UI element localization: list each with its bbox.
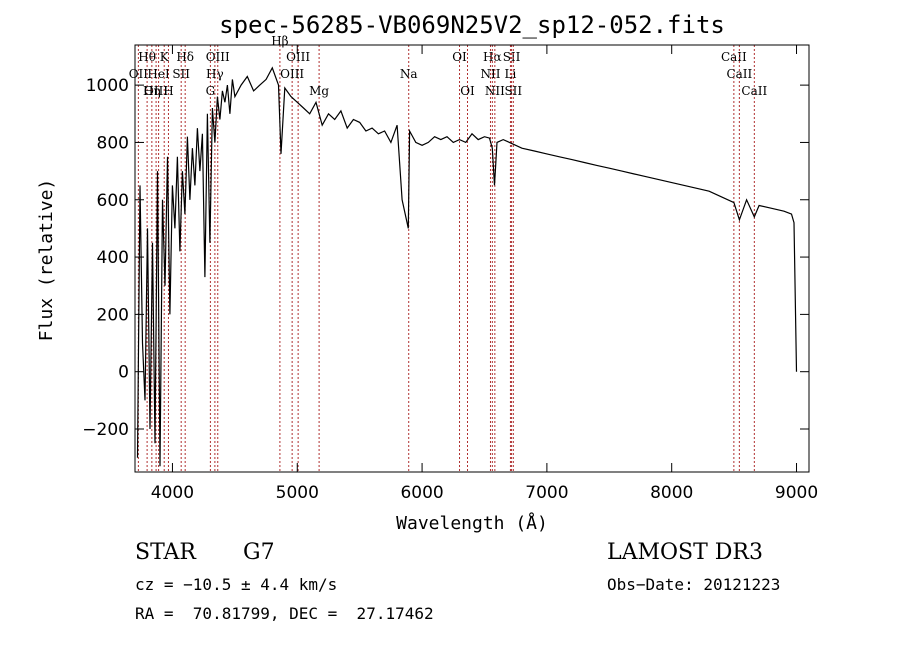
- spectral-line-label: Hβ: [271, 34, 288, 48]
- x-tick-label: 8000: [650, 483, 693, 503]
- spectral-line-label: CaII: [721, 50, 747, 64]
- spectral-line-label: SII: [504, 84, 522, 98]
- y-tick-label: 600: [97, 191, 129, 211]
- chart-title: spec-56285-VB069N25V2_sp12-052.fits: [219, 11, 725, 39]
- observation-date: Obs−Date: 20121223: [607, 575, 781, 594]
- coordinates: RA = 70.81799, DEC = 27.17462: [135, 604, 434, 623]
- y-tick-label: 400: [97, 248, 129, 268]
- spectral-line-label: OI: [460, 84, 475, 98]
- spectral-line-label: CaII: [726, 67, 752, 81]
- spectral-line-label: OII: [129, 67, 149, 81]
- spectral-line-label: NII: [480, 67, 500, 81]
- spectral-line-label: OIII: [286, 50, 310, 64]
- plot-frame: [134, 44, 810, 473]
- y-axis-title: Flux (relative): [36, 179, 57, 342]
- x-tick-label: 5000: [276, 483, 319, 503]
- object-class: STAR: [135, 540, 196, 565]
- spectral-line-label: OIII: [280, 67, 304, 81]
- spectral-line-label: HeI: [147, 67, 170, 81]
- spectral-line-label: Hη: [143, 84, 161, 98]
- spectral-line-label: OIII: [206, 50, 230, 64]
- spectral-line-label: Hα: [483, 50, 502, 64]
- spectral-line-label: CaII: [741, 84, 767, 98]
- object-subclass: G7: [243, 540, 275, 565]
- y-tick-label: 200: [97, 305, 129, 325]
- spectral-line-label: Li: [505, 67, 517, 81]
- spectral-line-label: Hδ: [176, 50, 194, 64]
- spectral-line-label: SII: [172, 67, 190, 81]
- flux-series-line: [136, 66, 798, 467]
- redshift-velocity: cz = −10.5 ± 4.4 km/s: [135, 575, 338, 594]
- y-tick-label: 1000: [86, 76, 129, 96]
- spectral-line-label: OIII: [144, 84, 168, 98]
- y-tick-label: 800: [97, 133, 129, 153]
- spectral-line-label: H: [163, 84, 173, 98]
- spectral-line-label: SII: [503, 50, 521, 64]
- x-axis-title: Wavelength (Å): [396, 512, 548, 534]
- x-tick-label: 7000: [525, 483, 568, 503]
- spectral-line-label: Hγ: [206, 67, 224, 81]
- spectral-lines-layer: Hθ OII OIII K HeI Hη SII H Hδ OIII Hγ G OIII OIII Hβ Mg…: [129, 34, 767, 472]
- y-axis: −200 0 200 400 600 800 1000: [82, 76, 809, 440]
- spectral-line-label: G: [206, 84, 216, 98]
- spectral-line-label: Na: [400, 67, 418, 81]
- y-tick-label: −200: [82, 420, 129, 440]
- y-tick-label: 0: [118, 363, 129, 383]
- spectral-line-label: NII: [485, 84, 505, 98]
- spectral-line-label: Hθ: [138, 50, 156, 64]
- spectral-line-label: OI: [452, 50, 467, 64]
- x-axis: 4000 5000 6000 7000 8000 9000: [151, 45, 818, 503]
- x-tick-label: 4000: [151, 483, 194, 503]
- survey-name: LAMOST DR3: [607, 540, 763, 565]
- spectral-line-label: K: [160, 50, 170, 64]
- spectral-line-label: Mg: [309, 84, 329, 98]
- x-tick-label: 6000: [400, 483, 443, 503]
- x-tick-label: 9000: [775, 483, 818, 503]
